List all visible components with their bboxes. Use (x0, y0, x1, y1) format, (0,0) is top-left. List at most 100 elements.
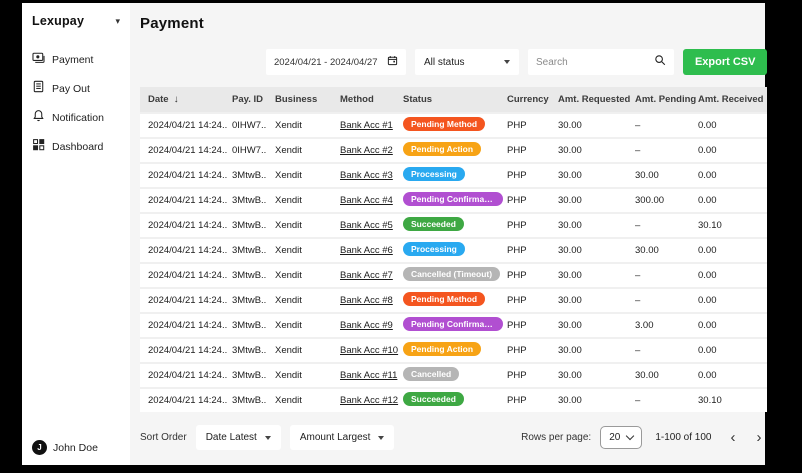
cell-amt-received: 0.00 (698, 195, 717, 206)
cell-method-link[interactable]: Bank Acc #11 (340, 370, 398, 381)
cell-date: 2024/04/21 14:24.. (148, 320, 228, 331)
sort-date-dropdown[interactable]: Date Latest (195, 425, 281, 450)
sidebar-item-notification[interactable]: Notification (22, 103, 130, 132)
table-footer: Sort Order Date Latest Amount Largest Ro… (140, 424, 767, 451)
payment-card-icon (32, 51, 45, 69)
sidebar-item-dashboard[interactable]: Dashboard (22, 132, 130, 161)
status-badge: Succeeded (403, 216, 464, 232)
cell-method-link[interactable]: Bank Acc #6 (340, 245, 393, 256)
table-row[interactable]: 2024/04/21 14:24.. 0IHW7.. Xendit Bank A… (140, 137, 768, 162)
cell-amt-received: 0.00 (698, 370, 717, 381)
cell-method-link[interactable]: Bank Acc #9 (340, 320, 393, 331)
chevron-down-icon[interactable]: ▾ (115, 15, 120, 26)
sort-amount-dropdown[interactable]: Amount Largest (289, 425, 395, 450)
cell-method-link[interactable]: Bank Acc #7 (340, 270, 393, 281)
cell-amt-requested: 30.00 (558, 320, 582, 331)
table-row[interactable]: 2024/04/21 14:24.. 3MtwB.. Xendit Bank A… (140, 312, 768, 337)
table-row[interactable]: 2024/04/21 14:24.. 3MtwB.. Xendit Bank A… (140, 362, 768, 387)
cell-business: Xendit (275, 270, 302, 281)
cell-method-link[interactable]: Bank Acc #2 (340, 145, 393, 156)
table-row[interactable]: 2024/04/21 14:24.. 3MtwB.. Xendit Bank A… (140, 262, 768, 287)
cell-currency: PHP (507, 220, 527, 231)
cell-business: Xendit (275, 195, 302, 206)
sidebar-item-payout[interactable]: Pay Out (22, 74, 130, 103)
column-header-date[interactable]: Date ↓ (148, 94, 179, 105)
cell-date: 2024/04/21 14:24.. (148, 145, 228, 156)
cell-amt-requested: 30.00 (558, 170, 582, 181)
user-profile[interactable]: J John Doe (32, 440, 98, 455)
payments-table: Date ↓ Pay. ID Business Method Status Cur… (140, 87, 768, 412)
cell-method-link[interactable]: Bank Acc #12 (340, 395, 399, 406)
avatar: J (32, 440, 47, 455)
cell-amt-received: 0.00 (698, 120, 717, 131)
cell-pay-id: 0IHW7.. (232, 120, 267, 131)
cell-method-link[interactable]: Bank Acc #1 (340, 120, 393, 131)
cell-pay-id: 3MtwB.. (232, 395, 267, 406)
status-filter-value: All status (423, 56, 465, 68)
next-page-button[interactable]: › (756, 429, 762, 446)
table-row[interactable]: 2024/04/21 14:24.. 3MtwB.. Xendit Bank A… (140, 162, 768, 187)
cell-amt-received: 0.00 (698, 170, 717, 181)
cell-currency: PHP (507, 145, 527, 156)
rows-per-page-select[interactable]: 20 (600, 426, 643, 449)
cell-method-link[interactable]: Bank Acc #4 (340, 195, 393, 206)
cell-amt-requested: 30.00 (558, 245, 582, 256)
table-row[interactable]: 2024/04/21 14:24.. 3MtwB.. Xendit Bank A… (140, 337, 768, 362)
cell-amt-received: 30.10 (698, 220, 722, 231)
cell-currency: PHP (507, 345, 527, 356)
search-input[interactable] (535, 56, 646, 68)
cell-amt-requested: 30.00 (558, 270, 582, 281)
sidebar-item-label: Payment (52, 53, 94, 66)
cell-business: Xendit (275, 395, 302, 406)
column-header-currency: Currency (507, 94, 549, 105)
pagination-range: 1-100 of 100 (655, 432, 712, 443)
cell-amt-requested: 30.00 (558, 295, 582, 306)
status-filter-select[interactable]: All status (414, 49, 519, 75)
cell-currency: PHP (507, 245, 527, 256)
previous-page-button[interactable]: ‹ (730, 429, 736, 446)
cell-amt-received: 0.00 (698, 320, 717, 331)
table-row[interactable]: 2024/04/21 14:24.. 3MtwB.. Xendit Bank A… (140, 237, 768, 262)
cell-currency: PHP (507, 120, 527, 131)
cell-date: 2024/04/21 14:24.. (148, 220, 228, 231)
sidebar-item-payment[interactable]: Payment (22, 45, 130, 74)
cell-business: Xendit (275, 370, 302, 381)
sidebar-nav: Payment Pay Out (22, 45, 130, 161)
table-row[interactable]: 2024/04/21 14:24.. 3MtwB.. Xendit Bank A… (140, 212, 768, 237)
cell-amt-pending: 3.00 (635, 320, 654, 331)
cell-amt-requested: 30.00 (558, 220, 582, 231)
cell-pay-id: 3MtwB.. (232, 270, 267, 281)
cell-date: 2024/04/21 14:24.. (148, 345, 228, 356)
cell-business: Xendit (275, 345, 302, 356)
cell-amt-received: 0.00 (698, 345, 717, 356)
date-range-picker[interactable]: 2024/04/21 - 2024/04/27 (265, 49, 406, 75)
cell-pay-id: 3MtwB.. (232, 220, 267, 231)
cell-method-link[interactable]: Bank Acc #8 (340, 295, 393, 306)
cell-method-link[interactable]: Bank Acc #3 (340, 170, 393, 181)
search-icon[interactable] (654, 53, 666, 71)
table-row[interactable]: 2024/04/21 14:24.. 3MtwB.. Xendit Bank A… (140, 187, 768, 212)
sort-descending-icon[interactable]: ↓ (173, 94, 179, 105)
cell-date: 2024/04/21 14:24.. (148, 295, 228, 306)
table-row[interactable]: 2024/04/21 14:24.. 0IHW7.. Xendit Bank A… (140, 112, 768, 137)
brand-row[interactable]: Lexupay ▾ (22, 11, 130, 31)
sidebar: Lexupay ▾ Payment (22, 3, 130, 465)
cell-date: 2024/04/21 14:24.. (148, 195, 228, 206)
table-row[interactable]: 2024/04/21 14:24.. 3MtwB.. Xendit Bank A… (140, 287, 768, 312)
status-badge: Pending Confirmation (403, 316, 503, 332)
table-row[interactable]: 2024/04/21 14:24.. 3MtwB.. Xendit Bank A… (140, 387, 768, 412)
cell-business: Xendit (275, 145, 302, 156)
cell-amt-requested: 30.00 (558, 345, 582, 356)
status-badge: Succeeded (403, 391, 464, 407)
column-header-method: Method (340, 94, 374, 105)
cell-method-link[interactable]: Bank Acc #10 (340, 345, 399, 356)
cell-pay-id: 3MtwB.. (232, 370, 267, 381)
status-badge: Pending Action (403, 341, 482, 357)
cell-method-link[interactable]: Bank Acc #5 (340, 220, 393, 231)
cell-amt-requested: 30.00 (558, 145, 582, 156)
cell-amt-pending: – (635, 295, 641, 306)
cell-amt-pending: – (635, 395, 641, 406)
cell-amt-received: 0.00 (698, 245, 717, 256)
export-csv-button[interactable]: Export CSV (682, 49, 768, 75)
cell-currency: PHP (507, 295, 527, 306)
